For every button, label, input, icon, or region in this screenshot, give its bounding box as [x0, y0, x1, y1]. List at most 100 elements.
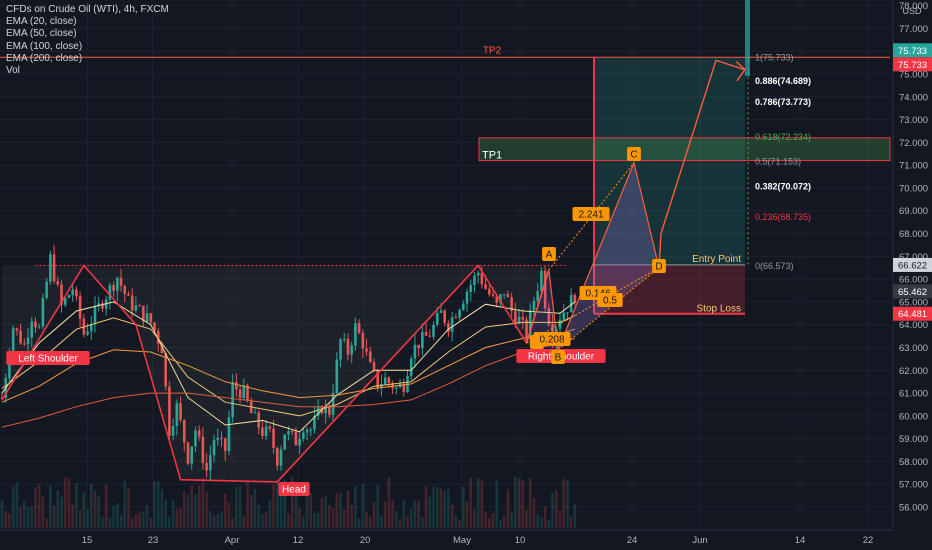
legend-ema200[interactable]: EMA (200, close): [6, 52, 83, 64]
x-tick-label: 24: [627, 535, 638, 546]
volume-bar: [216, 513, 220, 528]
volume-bar: [45, 518, 48, 528]
candle-body: [458, 309, 461, 318]
candle-body: [123, 285, 127, 295]
legend-ema50[interactable]: EMA (50, close): [6, 28, 77, 40]
volume-bar: [387, 477, 391, 528]
volume-bar: [302, 516, 305, 528]
symbol-title[interactable]: CFDs on Crude Oil (WTI), 4h, FXCM: [6, 4, 169, 15]
candle-body: [499, 294, 502, 303]
candle-body: [324, 405, 327, 414]
volume-bar: [179, 508, 182, 528]
volume-bar: [473, 508, 476, 528]
candle-body: [283, 434, 287, 450]
price-badge-bg: [893, 57, 932, 72]
tp1-zone: [478, 137, 891, 162]
price-badge-bg: [893, 257, 932, 272]
volume-bar: [194, 493, 197, 528]
volume-bar: [480, 480, 484, 528]
candle-body: [421, 331, 424, 349]
volume-bar: [409, 508, 413, 528]
candle-body: [160, 343, 164, 354]
y-tick-label: 57.000: [899, 480, 928, 491]
x-tick-label: 20: [360, 535, 371, 546]
volume-bar: [253, 488, 257, 528]
candle-body: [502, 293, 506, 295]
volume-bar: [264, 511, 268, 528]
candle-body: [484, 284, 487, 289]
volume-bar: [346, 490, 350, 528]
candle-body: [93, 305, 97, 324]
candle-body: [56, 281, 60, 285]
volume-bar: [168, 516, 171, 528]
harmonic-point-c-bg: [627, 147, 641, 161]
y-tick-label: 75.000: [899, 70, 928, 81]
volume-bar: [562, 478, 566, 528]
volume-bar: [11, 485, 15, 528]
candle-body: [209, 455, 212, 471]
tp2-label: TP2: [483, 45, 502, 56]
candle-body: [268, 426, 272, 429]
candle-body: [23, 343, 26, 345]
candle-body: [316, 407, 320, 416]
harmonic-ratio: 0.5: [603, 296, 617, 307]
volume-bar: [119, 515, 123, 528]
volume-bar: [238, 486, 242, 528]
legend-volume[interactable]: Vol: [6, 65, 20, 77]
candle-body: [387, 377, 391, 384]
volume-bar: [160, 489, 164, 528]
candle-body: [294, 431, 298, 446]
volume-bar: [34, 487, 37, 528]
price-badge-bg: [893, 284, 932, 299]
legend-ema100[interactable]: EMA (100, close): [6, 40, 83, 52]
volume-bar: [52, 506, 56, 528]
volume-bar: [439, 488, 443, 528]
volume-bar: [60, 497, 63, 528]
volume-bar: [41, 496, 45, 528]
candle-body: [517, 316, 521, 324]
volume-bar: [116, 503, 119, 528]
harmonic-point-d-bg: [652, 259, 666, 273]
volume-bar: [406, 515, 409, 528]
volume-bar: [220, 511, 223, 528]
volume-bar: [56, 490, 60, 528]
y-tick-label: 69.000: [899, 206, 928, 217]
volume-bar: [432, 486, 435, 528]
ema-line: [1, 315, 576, 417]
legend-ema20[interactable]: EMA (20, close): [6, 16, 77, 28]
volume-bar: [272, 484, 275, 528]
head-label: Head: [282, 485, 306, 496]
candle-body: [543, 270, 547, 309]
volume-bar: [499, 519, 502, 528]
candle-body: [223, 438, 227, 451]
volume-bar: [313, 513, 316, 528]
volume-bar: [316, 512, 320, 528]
candle-body: [305, 429, 309, 433]
volume-bar: [37, 483, 41, 528]
harmonic-ratio-bg: [533, 332, 571, 346]
left-shoulder-label-bg: [6, 351, 90, 365]
entry-label: Entry Point: [692, 254, 741, 265]
volume-bar: [435, 487, 439, 528]
volume-bar: [328, 504, 331, 528]
y-tick-label: 62.000: [899, 366, 928, 377]
fib-label: 0.236(68.735): [755, 212, 811, 222]
volume-bar: [339, 492, 342, 528]
candle-body: [514, 311, 517, 324]
candle-body: [175, 402, 179, 426]
volume-bar: [71, 504, 74, 528]
volume-bar: [190, 485, 194, 528]
candle-body: [439, 310, 443, 313]
candle-body: [443, 310, 446, 324]
candle-body: [461, 303, 465, 310]
volume-bar: [246, 481, 249, 528]
candle-body: [346, 338, 350, 355]
volume-bar: [15, 481, 19, 528]
volume-bar: [305, 486, 309, 528]
harmonic-point-a: A: [546, 250, 553, 261]
candle-body: [302, 432, 305, 439]
x-tick-label: May: [453, 535, 471, 546]
candle-body: [164, 353, 167, 387]
volume-bar: [4, 510, 8, 528]
